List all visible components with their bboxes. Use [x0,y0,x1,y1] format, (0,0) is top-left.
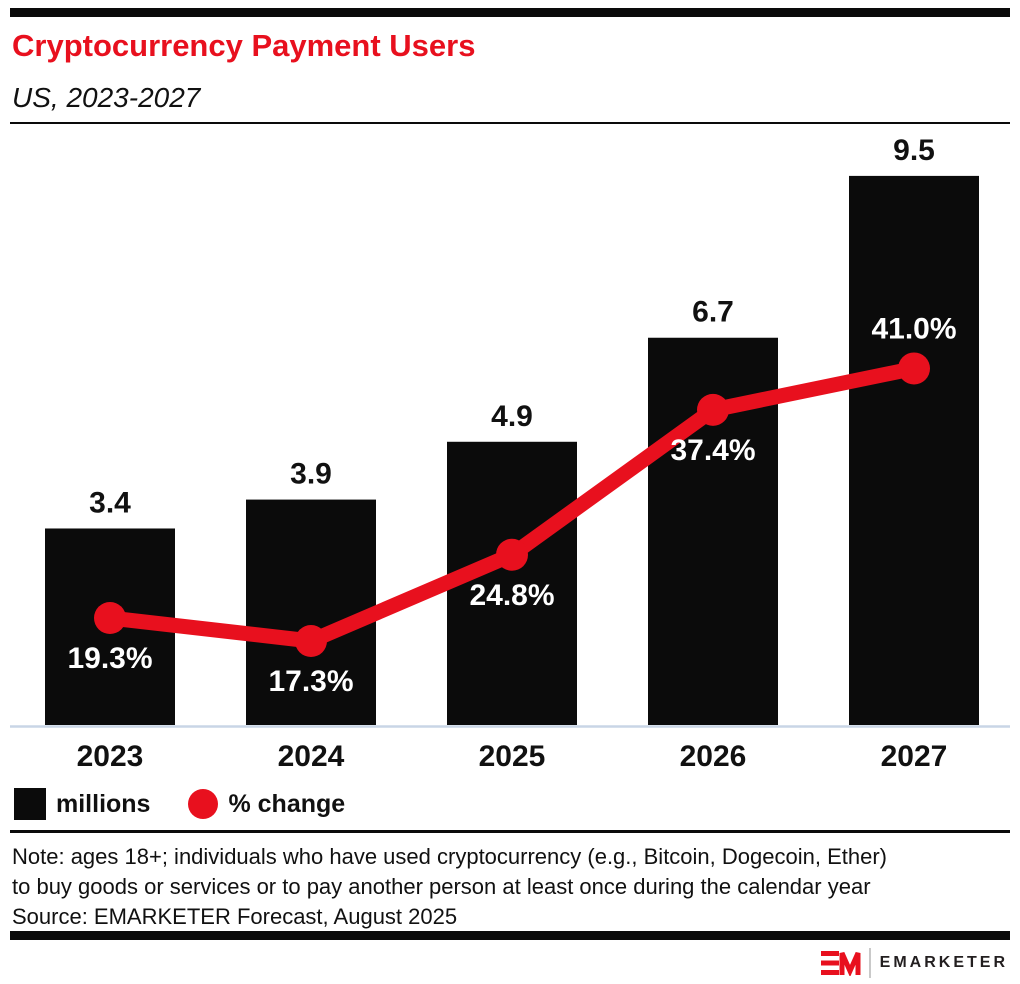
pct-label-2023: 19.3% [67,642,152,675]
top-border-bar [10,8,1010,17]
bar-value-label: 3.4 [89,486,131,519]
line-point-2023 [94,602,126,634]
pct-label-2027: 41.0% [871,312,956,345]
legend-divider [10,830,1010,833]
year-label-2026: 2026 [680,740,747,773]
combo-chart: 3.4 3.9 4.9 6.7 9.5 2023 2024 2025 2026 2027 19.3%… [10,134,1010,773]
page-title: Cryptocurrency Payment Users [12,28,476,63]
year-label-2024: 2024 [278,740,345,773]
bottom-border-bar [10,931,1010,940]
legend-item-pct-change: % change [188,789,345,819]
line-point-2024 [295,625,327,657]
note-line-2: to buy goods or services or to pay anoth… [12,874,871,899]
bar-2027 [849,175,979,725]
bar-swatch-icon [14,788,46,820]
line-point-2027 [898,352,930,385]
source-line: Source: EMARKETER Forecast, August 2025 [12,904,458,929]
note-line-1: Note: ages 18+; individuals who have use… [12,844,887,869]
line-point-2025 [496,538,528,571]
page-subtitle: US, 2023-2027 [12,82,201,113]
line-swatch-icon [188,789,219,819]
year-label-2027: 2027 [881,740,948,773]
legend-label: millions [56,789,151,818]
legend: millions % change [14,788,345,820]
pct-label-2024: 17.3% [268,665,353,698]
pct-label-2025: 24.8% [469,579,554,612]
bar-value-label: 9.5 [893,134,935,167]
legend-item-millions: millions [14,788,150,820]
emarketer-logo-icon [820,951,861,976]
bar-2025 [447,441,577,725]
footnotes: Note: ages 18+; individuals who have use… [12,842,1008,932]
bar-value-label: 4.9 [491,400,533,433]
brand-name: EMARKETER [879,954,1008,971]
footer-brand: EMARKETER [820,948,1008,978]
bar-2024 [246,499,376,725]
pct-label-2026: 37.4% [670,434,755,467]
chart-area: 3.4 3.9 4.9 6.7 9.5 2023 2024 2025 2026 2027 19.3%… [0,130,1020,780]
footer-divider [868,948,871,978]
year-label-2025: 2025 [479,740,546,773]
year-label-2023: 2023 [77,740,144,773]
title-divider [10,122,1010,124]
bar-value-label: 6.7 [692,296,734,329]
bar-value-label: 3.9 [290,458,332,491]
line-point-2026 [697,393,729,426]
legend-label: % change [228,789,346,818]
